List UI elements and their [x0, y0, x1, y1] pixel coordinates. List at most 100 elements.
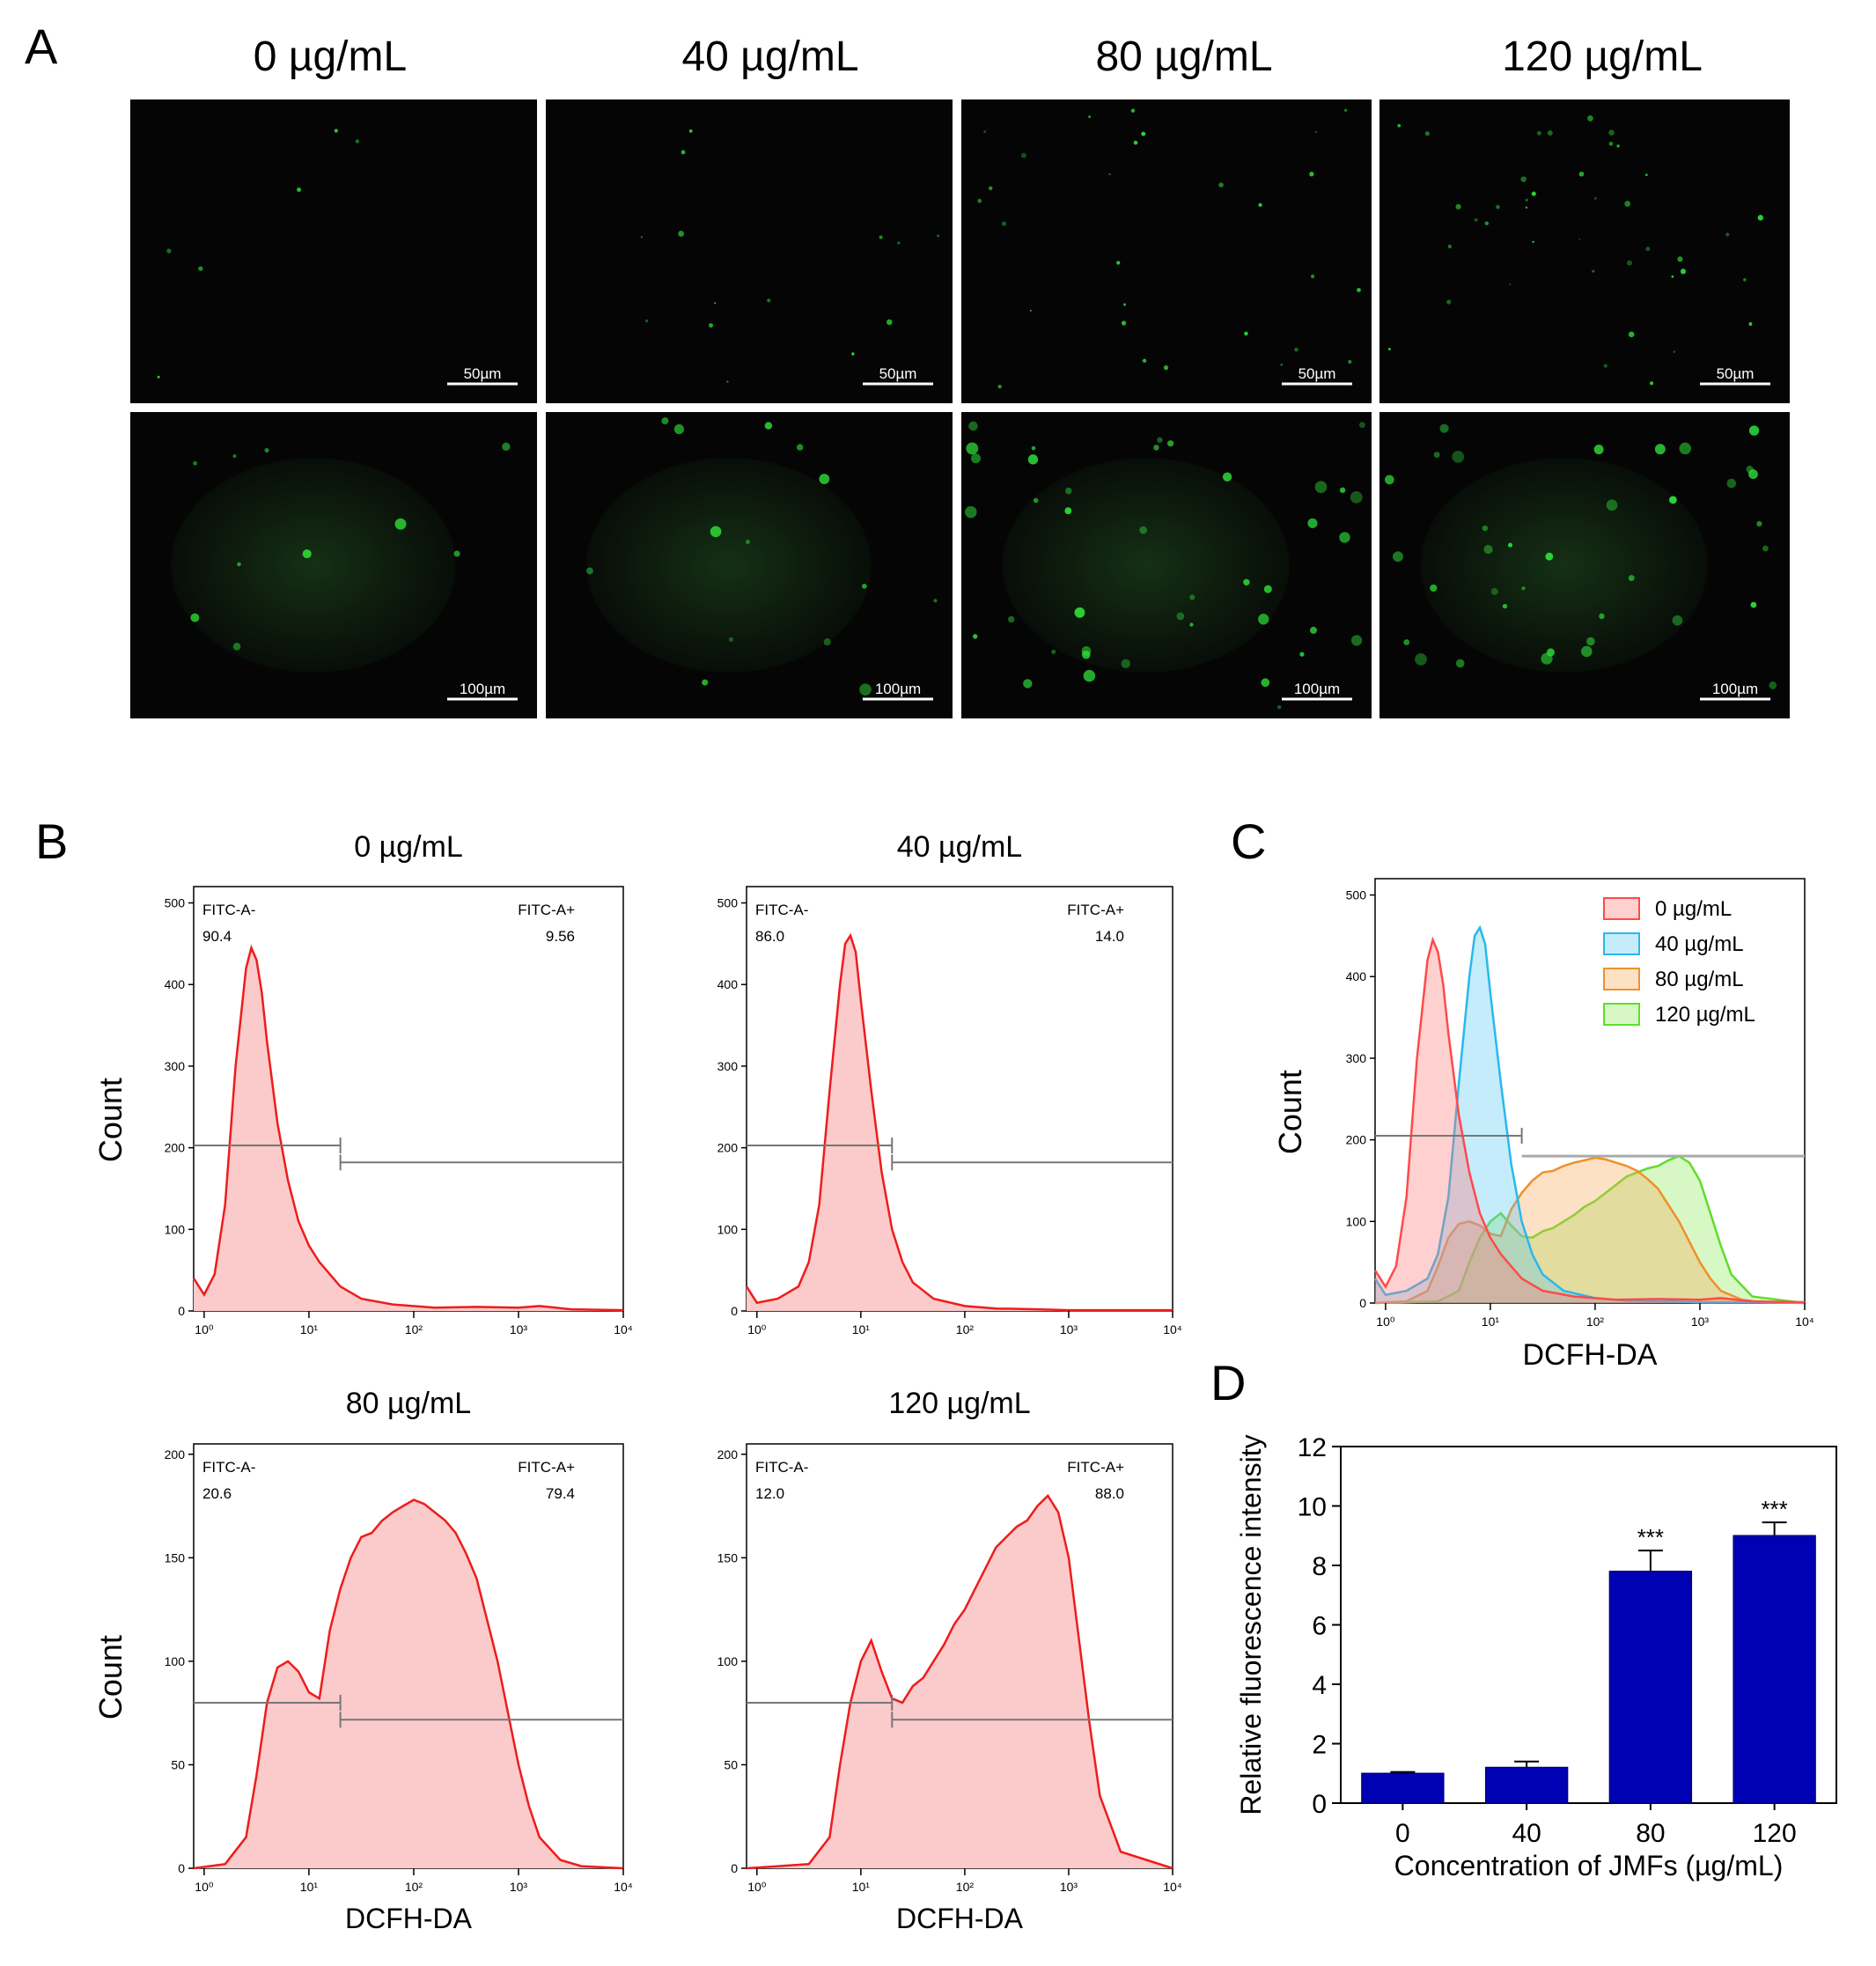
micrograph-col-title-2: 80 µg/mL: [1095, 33, 1272, 80]
fluorescent-cell: [1628, 575, 1635, 582]
fluorescent-cell: [1339, 532, 1350, 543]
fluorescent-cell: [1218, 182, 1224, 188]
micrograph-grid: 50µm 50µm 50µm 50µm 100µm 100µm 100µm 100µm: [130, 99, 1790, 718]
flow-x-axis-label: DCFH-DA: [345, 1903, 473, 1934]
fluorescent-cell: [1769, 681, 1777, 689]
fluorescent-cell: [977, 198, 982, 203]
micrograph-col-title-1: 40 µg/mL: [681, 33, 858, 80]
y-tick-label: 100: [717, 1654, 739, 1668]
bar-x-axis-label: Concentration of JMFs (µg/mL): [1394, 1850, 1784, 1881]
fluorescent-cell: [640, 236, 644, 239]
fluorescent-cell: [1189, 622, 1194, 627]
x-tick-label: 10³: [1691, 1314, 1710, 1329]
scale-bar-label: 100µm: [460, 681, 505, 697]
fluorescent-cell: [1446, 299, 1452, 305]
fluorescent-cell: [1157, 437, 1163, 444]
micrograph-haze: [586, 458, 872, 673]
fluorescent-cell: [1263, 585, 1272, 593]
micrograph-r0-c2: [961, 99, 1372, 403]
fluorescent-cell: [688, 129, 693, 133]
y-tick-label: 50: [724, 1757, 738, 1771]
fluorescent-cell: [264, 447, 269, 453]
fluorescent-cell: [1166, 440, 1174, 447]
fluorescent-cell: [1756, 520, 1762, 527]
fluorescent-cell: [644, 319, 649, 323]
fluorescent-cell: [1121, 320, 1127, 326]
x-tick-label: 10⁰: [195, 1880, 214, 1894]
fluorescent-cell: [1153, 445, 1159, 451]
legend-swatch-3: [1603, 1003, 1640, 1026]
fluorescent-cell: [1064, 487, 1072, 495]
histogram-fill: [194, 1499, 623, 1868]
y-tick-label: 12: [1298, 1433, 1327, 1462]
histogram-outline: [745, 932, 1173, 1312]
fluorescent-cell: [1261, 678, 1270, 688]
y-tick-label: 200: [165, 1447, 186, 1462]
fluorescent-cell: [1669, 496, 1677, 504]
fluorescent-cell: [1307, 518, 1318, 528]
fluorescent-cell: [1309, 626, 1317, 634]
fluorescent-cell: [714, 302, 717, 305]
fluorescent-cell: [973, 634, 978, 639]
fluorescent-cell: [1081, 650, 1091, 659]
overlay-y-axis-label: Count: [1272, 1070, 1308, 1154]
fluorescent-cell: [1593, 444, 1604, 455]
x-tick-label: 10¹: [852, 1322, 871, 1336]
micrograph-haze: [1002, 458, 1290, 673]
fluorescent-cell: [1139, 526, 1147, 534]
fluorescent-cell: [1299, 652, 1305, 657]
fluorescent-cell: [886, 319, 893, 326]
fluorescent-cell: [1496, 204, 1500, 210]
fluorescent-cell: [1116, 261, 1121, 265]
x-tick-label: 10¹: [300, 1322, 319, 1336]
fluorescent-cell: [1310, 274, 1315, 279]
y-tick-label: 500: [717, 896, 739, 910]
fluorescent-cell: [1750, 601, 1757, 608]
y-tick-label: 500: [1346, 888, 1367, 902]
micrograph-r0-c0: [130, 99, 537, 403]
gate-positive-value: 79.4: [546, 1485, 575, 1502]
fluorescent-cell: [1163, 364, 1169, 371]
fluorescent-cell: [1677, 256, 1683, 262]
y-tick-label: 8: [1312, 1552, 1327, 1581]
micrograph-r0-c3: [1379, 99, 1790, 403]
fluorescent-cell: [1064, 507, 1072, 515]
gate-negative-label: FITC-A-: [755, 1459, 808, 1476]
fluorescent-cell: [1520, 176, 1527, 182]
fluorescent-cell: [702, 679, 709, 686]
micrograph-haze: [171, 458, 456, 673]
fluorescent-cell: [1628, 331, 1635, 338]
overlay-x-axis-label: DCFH-DA: [1523, 1338, 1658, 1372]
y-tick-label: 400: [1346, 969, 1367, 983]
fluorescent-cell: [1130, 108, 1136, 113]
x-tick-label: 10³: [1060, 1322, 1078, 1336]
fluorescent-cell: [1748, 469, 1758, 479]
fluorescent-cell: [237, 562, 241, 567]
fluorescent-cell: [1626, 260, 1633, 266]
fluorescent-cell: [1176, 612, 1185, 621]
fluorescent-cell: [1592, 269, 1595, 273]
gate-positive-value: 14.0: [1095, 928, 1124, 945]
fluorescent-cell: [710, 526, 722, 538]
fluorescent-cell: [302, 549, 312, 559]
flow-title: 0 µg/mL: [354, 830, 463, 864]
significance-marker: ***: [1637, 1524, 1664, 1550]
y-tick-label: 200: [717, 1141, 739, 1155]
fluorescent-cell: [1008, 615, 1015, 623]
y-tick-label: 300: [717, 1059, 739, 1073]
fluorescent-cell: [1314, 130, 1318, 134]
fluorescent-cell: [726, 380, 729, 383]
fluorescent-cell: [1671, 275, 1674, 278]
fluorescent-cell: [673, 423, 685, 435]
fluorescent-cell: [1276, 704, 1282, 710]
fluorescent-cell: [1244, 331, 1248, 336]
x-tick-label: 10⁴: [1163, 1880, 1182, 1894]
fluorescent-cell: [861, 584, 867, 589]
overlay-plot-frame: [1374, 878, 1806, 1304]
micrograph-haze: [1420, 458, 1708, 673]
gate-negative-value: 90.4: [202, 928, 232, 945]
fluorescent-cell: [502, 442, 511, 451]
flow-title: 120 µg/mL: [888, 1387, 1030, 1420]
scale-bar-label: 100µm: [875, 681, 921, 697]
